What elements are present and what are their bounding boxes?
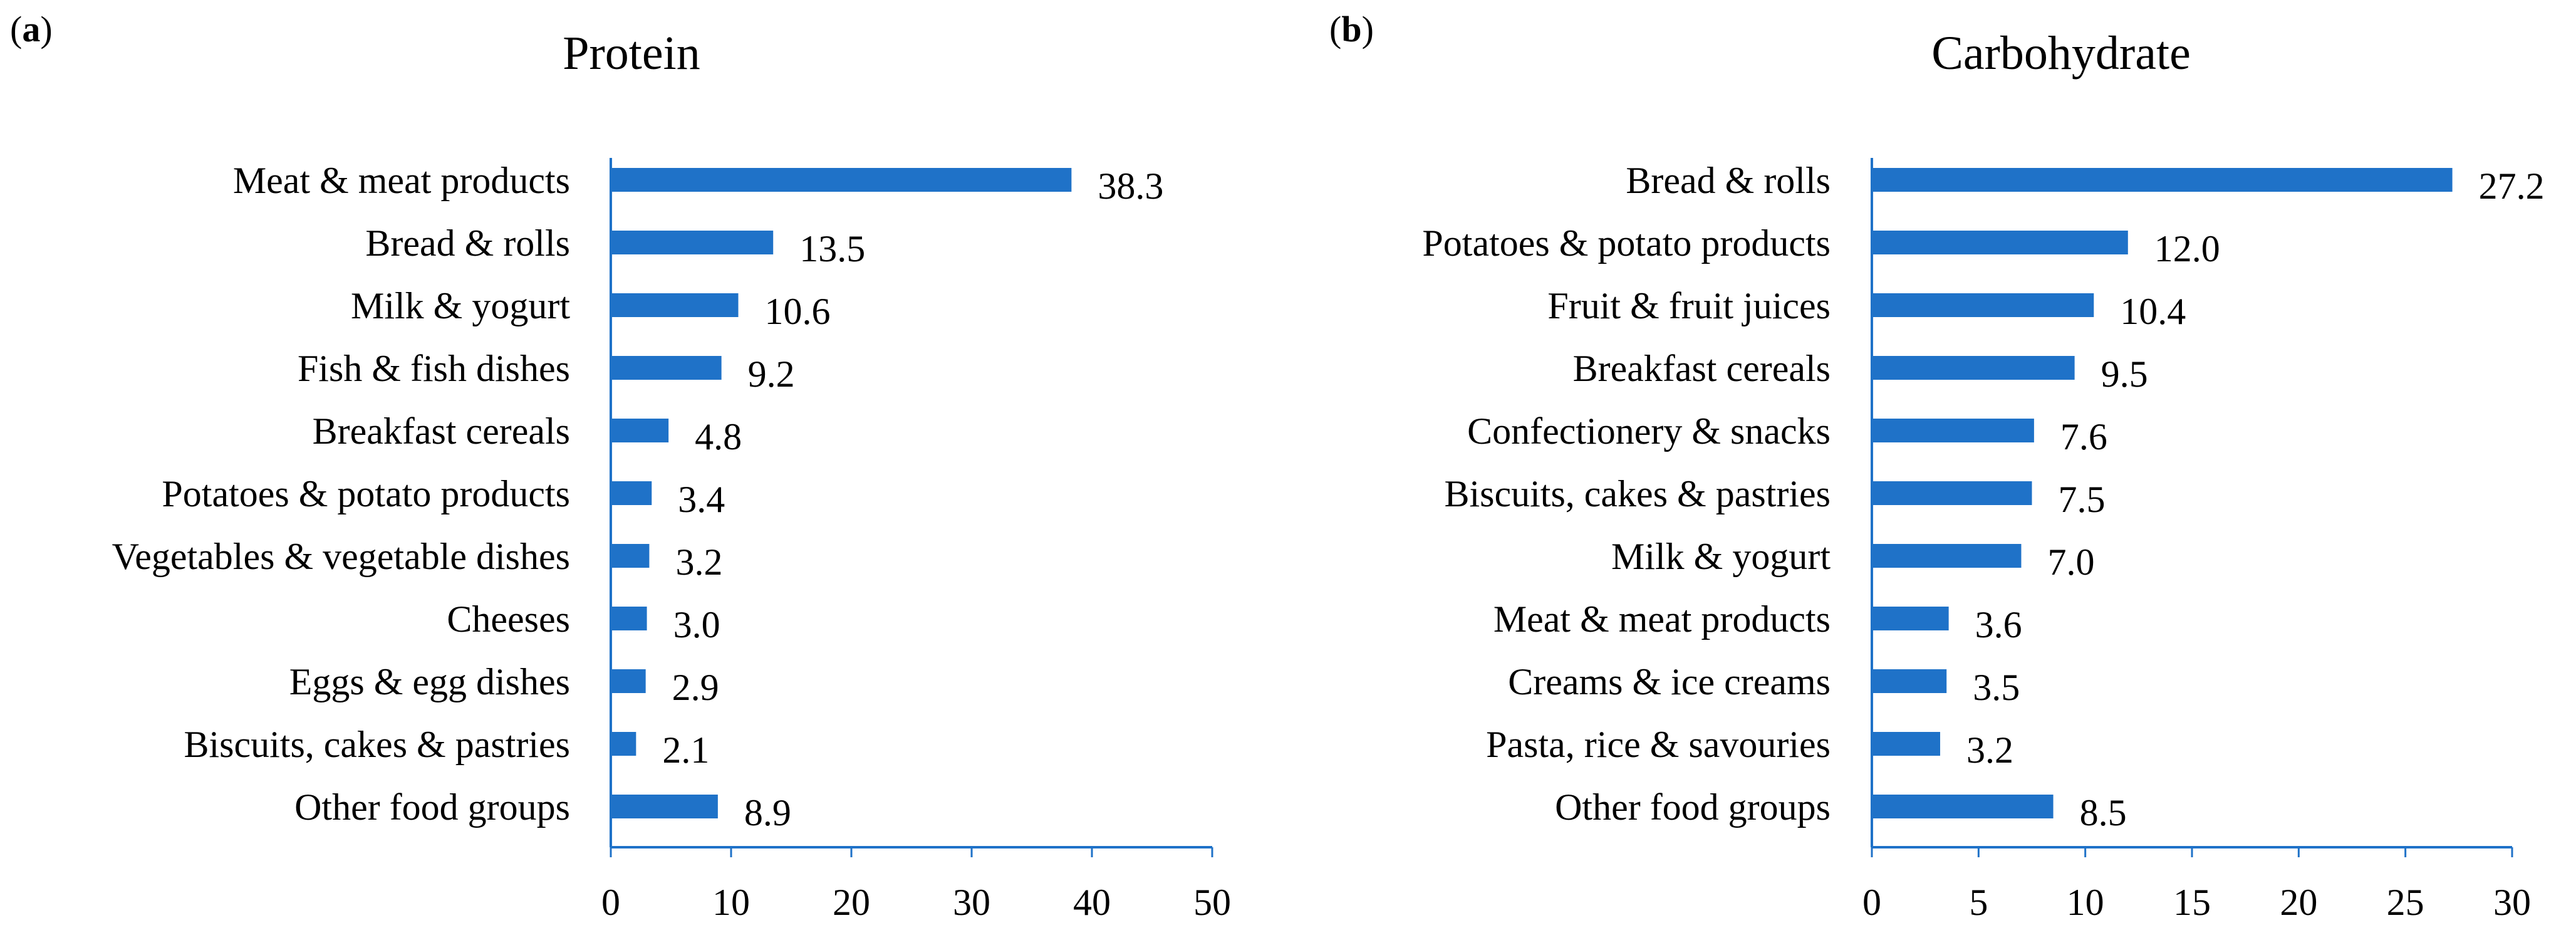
category-label: Breakfast cereals <box>1573 348 1831 389</box>
value-label: 4.8 <box>695 416 742 457</box>
bar <box>1872 168 2453 192</box>
category-label: Meat & meat products <box>233 160 570 201</box>
category-label: Breakfast cereals <box>313 410 570 452</box>
category-labels-a: Meat & meat products Bread & rolls Milk & … <box>112 160 571 828</box>
category-label: Milk & yogurt <box>1611 536 1831 577</box>
category-label: Potatoes & potato products <box>1422 222 1831 264</box>
x-tick-label: 40 <box>1073 882 1111 923</box>
value-label: 2.9 <box>672 667 719 708</box>
bar <box>611 669 646 693</box>
bar <box>611 481 652 505</box>
bar <box>611 231 774 254</box>
tick-labels-a: 0 10 20 30 40 50 <box>601 882 1231 923</box>
bar <box>611 795 718 818</box>
x-tick-label: 25 <box>2387 882 2424 923</box>
value-label: 3.0 <box>673 604 720 645</box>
bar <box>1872 356 2075 380</box>
x-tick-label: 0 <box>1862 882 1881 923</box>
x-tick-label: 30 <box>953 882 990 923</box>
chart-panel-a: (a) Protein Meat & meat products Bread & … <box>10 9 1231 923</box>
category-labels-b: Bread & rolls Potatoes & potato products F… <box>1422 160 1831 828</box>
x-tick-label: 10 <box>2067 882 2104 923</box>
value-label: 8.5 <box>2080 792 2127 833</box>
value-labels-b: 27.2 12.0 10.4 9.5 7.6 7.5 7.0 3.6 3.5 3.2 8.5 <box>1966 165 2545 833</box>
value-label: 7.6 <box>2060 416 2107 457</box>
bar <box>1872 607 1949 630</box>
bars-b <box>1872 168 2453 818</box>
category-label: Potatoes & potato products <box>162 473 570 514</box>
value-label: 3.2 <box>1966 729 2013 771</box>
category-label: Fruit & fruit juices <box>1547 285 1831 326</box>
bar <box>1872 732 1941 756</box>
bar <box>1872 419 2034 442</box>
category-label: Creams & ice creams <box>1508 661 1831 702</box>
category-label: Fish & fish dishes <box>298 348 570 389</box>
bar <box>611 732 636 756</box>
bar <box>1872 669 1947 693</box>
tick-labels-b: 0 5 10 15 20 25 30 <box>1862 882 2531 923</box>
x-tick-label: 20 <box>2280 882 2317 923</box>
category-label: Meat & meat products <box>1493 598 1831 640</box>
value-label: 27.2 <box>2479 165 2545 207</box>
bar <box>1872 293 2094 317</box>
chart-title-carbohydrate: Carbohydrate <box>1931 27 2191 80</box>
axes-a <box>610 158 1213 857</box>
category-label: Other food groups <box>294 786 570 828</box>
x-tick-label: 10 <box>712 882 750 923</box>
bar <box>1872 231 2128 254</box>
chart-title-protein: Protein <box>563 27 700 80</box>
x-tick-label: 50 <box>1193 882 1231 923</box>
category-label: Cheeses <box>447 598 570 640</box>
value-label: 12.0 <box>2154 228 2220 269</box>
bars-a <box>611 168 1072 818</box>
x-tick-label: 30 <box>2493 882 2531 923</box>
category-label: Bread & rolls <box>365 222 570 264</box>
category-label: Vegetables & vegetable dishes <box>112 536 570 577</box>
value-label: 8.9 <box>744 792 791 833</box>
value-label: 38.3 <box>1098 165 1163 207</box>
x-tick-label: 5 <box>1969 882 1988 923</box>
category-label: Biscuits, cakes & pastries <box>184 724 570 765</box>
bar <box>611 544 650 568</box>
category-label: Biscuits, cakes & pastries <box>1444 473 1831 514</box>
bar <box>611 168 1072 192</box>
value-labels-a: 38.3 13.5 10.6 9.24.8 3.4 3.2 3.0 2.9 2.1 8.9 <box>662 165 1163 833</box>
value-label: 3.2 <box>675 541 722 583</box>
value-label: 7.5 <box>2059 479 2106 520</box>
value-label: 2.1 <box>662 729 709 771</box>
value-label: 9.5 <box>2101 353 2148 395</box>
category-label: Confectionery & snacks <box>1467 410 1831 452</box>
value-label: 7.0 <box>2047 541 2094 583</box>
value-label: 10.6 <box>765 291 831 332</box>
panel-b-letter: b <box>1341 9 1361 50</box>
category-label: Bread & rolls <box>1626 160 1831 201</box>
category-label: Eggs & egg dishes <box>289 661 570 702</box>
value-label: 3.6 <box>1975 604 2022 645</box>
bar <box>1872 481 2032 505</box>
panel-a-letter: a <box>22 9 40 50</box>
x-tick-label: 20 <box>833 882 870 923</box>
panel-b-label: (b) <box>1329 9 1374 50</box>
value-label: 13.5 <box>799 228 865 269</box>
category-label: Other food groups <box>1555 786 1831 828</box>
value-label: 3.5 <box>1973 667 2020 708</box>
category-label: Pasta, rice & savouries <box>1486 724 1831 765</box>
bar <box>611 607 647 630</box>
bar <box>611 419 669 442</box>
value-label: 9.2 <box>748 353 795 395</box>
bar <box>611 356 722 380</box>
bar <box>1872 544 2022 568</box>
panel-a-label: (a) <box>10 9 53 50</box>
bar <box>1872 795 2054 818</box>
value-label: 3.4 <box>678 479 725 520</box>
x-tick-label: 0 <box>601 882 620 923</box>
value-label: 10.4 <box>2120 291 2186 332</box>
category-label: Milk & yogurt <box>351 285 570 326</box>
bar <box>611 293 739 317</box>
x-tick-label: 15 <box>2173 882 2211 923</box>
axes-b <box>1871 158 2513 857</box>
chart-panel-b: (b) Carbohydrate Bread & rolls Potatoes &… <box>1329 9 2545 923</box>
